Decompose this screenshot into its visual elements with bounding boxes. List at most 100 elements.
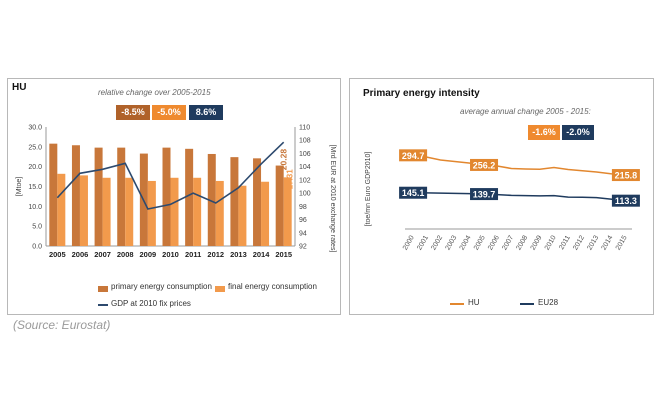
x-tick-label: 2008 [117, 250, 134, 259]
hu-change-badge: -1.6% [528, 125, 560, 140]
data-label-box [399, 186, 428, 199]
x-tick-label: 2015 [615, 234, 629, 251]
y-right-tick-label: 100 [299, 191, 311, 198]
bar-primary-2008 [117, 147, 126, 246]
x-tick-label: 2013 [230, 250, 247, 259]
x-tick-label: 2011 [185, 250, 201, 259]
x-tick-label: 2002 [430, 234, 444, 251]
y-left-tick-label: 15.0 [28, 184, 42, 191]
x-tick-label: 2015 [275, 250, 292, 259]
y-right-tick-label: 108 [299, 138, 311, 145]
bar-final-2014 [261, 181, 270, 246]
x-tick-label: 2007 [501, 234, 515, 251]
bar-final-2009 [147, 180, 156, 246]
y-left-tick-label: 20.0 [28, 164, 42, 171]
left-chart-title: HU [12, 82, 27, 93]
final-end-label: 17.31 [286, 169, 295, 190]
y-right-tick-label: 104 [299, 164, 311, 171]
y-right-tick-label: 102 [299, 177, 311, 184]
data-label: 294.7 [402, 151, 425, 161]
y-right-tick-label: 94 [299, 230, 307, 237]
y-left-tick-label: 5.0 [32, 224, 42, 231]
y-right-axis-title: [Mrd EUR at 2010 exchange rates] [329, 145, 336, 253]
y-left-tick-label: 10.0 [28, 204, 42, 211]
legend-swatch-primary [98, 286, 108, 292]
legend-swatch-eu28 [520, 303, 534, 305]
x-tick-label: 2007 [94, 250, 111, 259]
energy-intensity-chart: [toe/mn Euro GDP2010]2000 2001 2002 2003 200… [365, 149, 640, 251]
x-tick-label: 2003 [445, 234, 459, 251]
y-right-tick-label: 96 [299, 217, 307, 224]
data-label-box [470, 188, 499, 201]
legend-swatch-final [215, 286, 225, 292]
eu28-change-badge: -2.0% [562, 125, 594, 140]
x-tick-label: 2011 [558, 234, 572, 251]
legend-eu28-label: EU28 [538, 298, 559, 307]
data-label: 256.2 [473, 160, 496, 170]
right-chart-title: Primary energy intensity [363, 88, 480, 99]
x-tick-label: 2014 [601, 234, 615, 251]
data-label: 139.7 [473, 190, 496, 200]
y-left-tick-label: 25.0 [28, 144, 42, 151]
y-axis-title: [toe/mn Euro GDP2010] [365, 152, 372, 227]
primary-end-label: 20.28 [279, 149, 289, 171]
x-tick-label: 2008 [515, 234, 529, 251]
y-left-tick-label: 30.0 [28, 125, 42, 132]
energy-consumption-panel: HU relative change over 2005-2015 -8.5% … [7, 78, 341, 315]
x-tick-label: 2012 [207, 250, 224, 259]
x-tick-label: 2009 [140, 250, 157, 259]
bar-final-2006 [79, 175, 88, 246]
bar-final-2011 [193, 177, 202, 246]
bar-final-2010 [170, 177, 179, 246]
energy-consumption-chart: 0.0 5.0 10.0 15.0 20.0 25.0 30.0 92 94 96 98 100 102… [16, 125, 336, 260]
legend-hu-label: HU [468, 298, 480, 307]
bar-final-2005 [57, 173, 66, 246]
x-tick-label: 2005 [49, 250, 66, 259]
data-label: 113.3 [615, 196, 637, 206]
x-tick-label: 2006 [72, 250, 89, 259]
x-tick-label: 2009 [530, 234, 544, 251]
x-tick-label: 2013 [586, 234, 600, 251]
legend-primary-label: primary energy consumption [111, 282, 212, 291]
final-change-badge: -5.0% [152, 105, 186, 120]
bar-final-2012 [215, 180, 224, 246]
x-tick-label: 2005 [473, 234, 487, 251]
data-label-box [611, 169, 640, 182]
series-line-eu28 [412, 191, 625, 202]
x-tick-label: 2010 [544, 234, 558, 251]
bar-final-2007 [102, 177, 111, 246]
x-tick-label: 2006 [487, 234, 501, 251]
bar-final-2015 [283, 177, 292, 246]
legend-final-label: final energy consumption [228, 282, 317, 291]
primary-change-badge: -8.5% [116, 105, 150, 120]
bar-final-2013 [238, 185, 247, 246]
bar-primary-2006 [71, 145, 80, 246]
gdp-line [56, 141, 285, 210]
y-right-tick-label: 98 [299, 204, 307, 211]
bar-primary-2010 [162, 147, 171, 246]
x-tick-label: 2004 [459, 234, 473, 251]
left-chart-subtitle: relative change over 2005-2015 [98, 88, 211, 97]
x-tick-label: 2014 [253, 250, 271, 259]
bar-primary-2007 [94, 147, 103, 246]
data-label-box [399, 149, 428, 162]
y-right-tick-label: 92 [299, 244, 307, 251]
data-label: 145.1 [402, 188, 425, 198]
legend-swatch-gdp [98, 304, 108, 306]
x-tick-label: 2000 [402, 234, 416, 251]
bar-primary-2013 [230, 157, 239, 246]
data-label: 215.8 [615, 171, 638, 181]
gdp-change-badge: 8.6% [189, 105, 223, 120]
legend-swatch-hu [450, 303, 464, 305]
y-left-axis-title: [Mtoe] [16, 177, 23, 197]
data-label-box [470, 158, 499, 171]
bar-primary-2011 [185, 148, 194, 246]
bar-primary-2015 [275, 165, 284, 246]
bar-primary-2014 [253, 158, 262, 246]
series-line-hu [411, 154, 625, 176]
bar-primary-2012 [207, 153, 216, 246]
legend-gdp-label: GDP at 2010 fix prices [111, 299, 191, 308]
bar-primary-2005 [49, 143, 58, 246]
right-chart-subtitle: average annual change 2005 - 2015: [460, 107, 591, 116]
x-tick-label: 2010 [162, 250, 179, 259]
